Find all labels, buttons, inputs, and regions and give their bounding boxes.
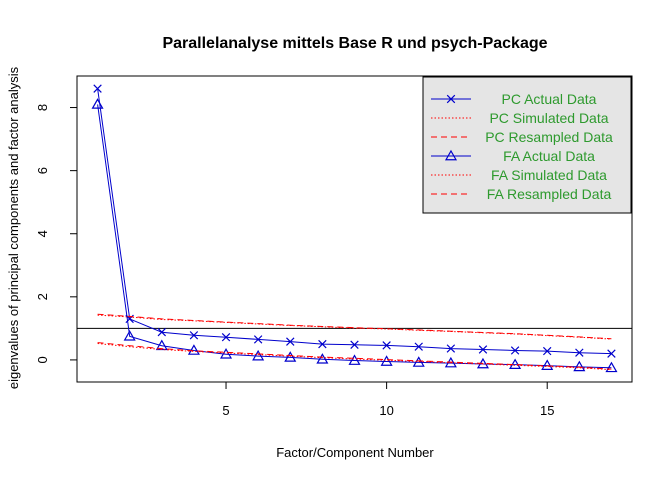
legend-marker: [444, 149, 458, 161]
data-point: [123, 330, 136, 341]
y-tick-label: 4: [35, 230, 50, 237]
data-point: [189, 331, 199, 340]
x-axis-label: Factor/Component Number: [276, 445, 434, 460]
data-point: [253, 335, 263, 344]
data-point: [478, 345, 488, 354]
x-tick-label: 10: [379, 403, 393, 418]
legend: PC Actual Data PC Simulated Data PC Resamp…: [422, 76, 632, 214]
data-point: [541, 359, 554, 370]
y-tick-label: 6: [35, 167, 50, 174]
data-point: [252, 349, 265, 361]
data-point: [93, 84, 102, 93]
data-point: [350, 340, 359, 349]
data-point: [510, 346, 520, 355]
y-tick-label: 0: [35, 356, 50, 363]
data-point: [91, 98, 104, 109]
legend-label: FA Simulated Data: [491, 167, 607, 183]
data-point: [542, 346, 552, 356]
legend-label: PC Actual Data: [502, 91, 597, 107]
data-point: [221, 332, 231, 342]
data-point: [380, 355, 393, 366]
data-point: [605, 361, 618, 373]
legend-marker: [446, 94, 456, 104]
data-point: [382, 341, 391, 350]
data-point: [414, 342, 423, 351]
legend-label: FA Resampled Data: [487, 186, 612, 202]
legend-box: [422, 76, 632, 214]
series-line: [97, 342, 612, 370]
series-group: [77, 84, 632, 373]
data-point: [187, 344, 200, 355]
series-1: [93, 84, 616, 358]
data-point: [607, 349, 616, 358]
series-6: [97, 342, 612, 370]
data-point: [316, 353, 329, 364]
chart-title: Parallelanalyse mittels Base R und psych…: [162, 35, 547, 52]
legend-label: FA Actual Data: [503, 148, 595, 164]
data-point: [575, 348, 584, 357]
y-tick-label: 2: [35, 293, 50, 300]
series-3: [97, 313, 612, 340]
series-line: [97, 313, 612, 340]
data-point: [348, 354, 361, 365]
plot-frame: [76, 75, 633, 383]
series-4: [91, 98, 618, 373]
x-tick-label: 5: [222, 403, 229, 418]
y-axis-label: eigenvalues of principal components and …: [6, 66, 21, 389]
series-line: [97, 104, 612, 369]
data-point: [573, 360, 586, 372]
data-point: [446, 344, 456, 353]
data-point: [286, 337, 295, 346]
y-tick-label: 8: [35, 104, 50, 111]
data-point: [318, 339, 327, 349]
data-point: [284, 351, 297, 362]
data-point: [219, 348, 233, 359]
data-point: [157, 327, 167, 337]
x-tick-label: 15: [540, 403, 554, 418]
legend-label: PC Resampled Data: [485, 129, 613, 145]
legend-label: PC Simulated Data: [489, 110, 608, 126]
